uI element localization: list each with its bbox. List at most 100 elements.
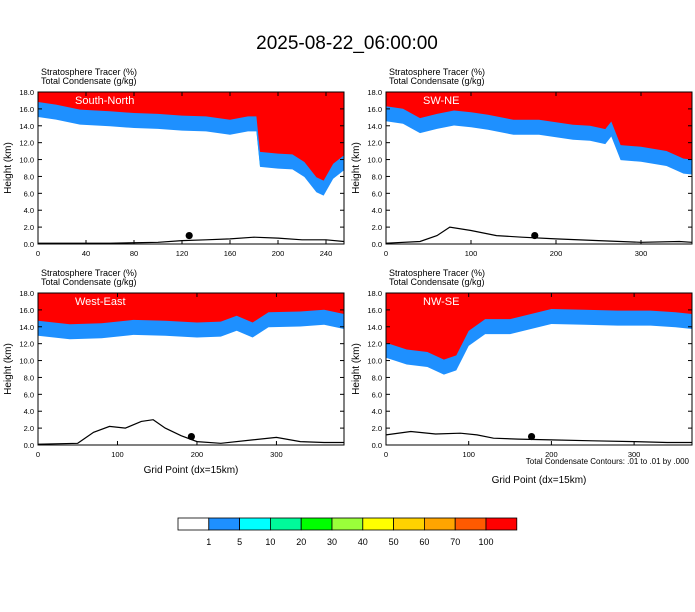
y-tick-label: 2.0 (24, 424, 34, 433)
colorbar-swatch-6 (331, 517, 364, 531)
panel-header-tracer: Stratosphere Tracer (%) (41, 268, 137, 278)
y-tick-label: 16.0 (19, 306, 34, 315)
y-tick-label: 12.0 (367, 139, 382, 148)
colorbar-swatch-4 (269, 517, 302, 531)
panel-3: Stratosphere Tracer (%)Total Condensate … (3, 268, 345, 476)
panel-4: Stratosphere Tracer (%)Total Condensate … (351, 268, 693, 486)
footnote: Total Condensate Contours: .01 to .01 by… (526, 457, 690, 466)
x-tick-label: 40 (82, 249, 90, 258)
colorbar-swatch-8 (393, 517, 425, 531)
x-tick-label: 0 (36, 249, 40, 258)
y-tick-label: 4.0 (372, 407, 382, 416)
panel-label: SW-NE (423, 95, 459, 107)
y-tick-label: 6.0 (372, 390, 382, 399)
colorbar-swatch-11 (485, 517, 518, 531)
panel-header-tracer: Stratosphere Tracer (%) (389, 268, 485, 278)
tracer-core (386, 293, 692, 360)
plot-area (38, 92, 344, 244)
colorbar-swatch-7 (362, 517, 394, 531)
tracer-core (38, 92, 344, 181)
x-tick-label: 200 (191, 450, 204, 459)
colorbar-label: 30 (327, 537, 337, 547)
panel-label: South-North (75, 95, 134, 107)
y-tick-label: 12.0 (19, 139, 34, 148)
y-axis-label: Height (km) (351, 142, 362, 194)
plot-border (385, 292, 693, 446)
plot-border (37, 91, 345, 245)
y-tick-label: 0.0 (372, 441, 382, 450)
x-tick-label: 0 (384, 249, 388, 258)
x-tick-label: 0 (36, 450, 40, 459)
y-tick-label: 10.0 (19, 156, 34, 165)
x-tick-label: 80 (130, 249, 138, 258)
colorbar: 1 5 10 20 30 40 50 60 70 100 (177, 517, 518, 547)
panel-header-condensate: Total Condensate (g/kg) (389, 76, 485, 86)
y-tick-label: 12.0 (367, 340, 382, 349)
colorbar-swatch-2 (208, 517, 241, 531)
panel-header-tracer: Stratosphere Tracer (%) (41, 67, 137, 77)
location-marker (187, 432, 195, 441)
panel-label: West-East (75, 296, 126, 308)
colorbar-label: 100 (478, 537, 493, 547)
location-marker (527, 432, 536, 441)
y-tick-label: 16.0 (367, 105, 382, 114)
x-tick-label: 200 (550, 249, 563, 258)
colorbar-label: 10 (265, 537, 275, 547)
x-tick-label: 100 (465, 249, 478, 258)
colorbar-label: 50 (389, 537, 399, 547)
x-tick-label: 100 (462, 450, 475, 459)
y-tick-label: 6.0 (24, 189, 34, 198)
y-tick-label: 10.0 (19, 357, 34, 366)
y-tick-label: 18.0 (367, 289, 382, 298)
colorbar-label: 5 (237, 537, 242, 547)
y-tick-label: 16.0 (19, 105, 34, 114)
x-axis-label: Grid Point (dx=15km) (144, 465, 239, 476)
x-tick-label: 0 (384, 450, 388, 459)
panel-label: NW-SE (423, 296, 459, 308)
x-tick-label: 300 (635, 249, 648, 258)
x-tick-label: 100 (111, 450, 124, 459)
figure-title: 2025-08-22_06:00:00 (256, 33, 438, 54)
y-axis-label: Height (km) (3, 142, 14, 194)
y-tick-label: 4.0 (372, 206, 382, 215)
tracer-core (38, 293, 344, 325)
panel-header-tracer: Stratosphere Tracer (%) (389, 67, 485, 77)
y-tick-label: 14.0 (367, 122, 382, 131)
y-tick-label: 0.0 (24, 240, 34, 249)
plot-area (386, 293, 692, 445)
y-tick-label: 8.0 (372, 172, 382, 181)
y-tick-label: 0.0 (24, 441, 34, 450)
y-tick-label: 4.0 (24, 407, 34, 416)
y-tick-label: 14.0 (19, 122, 34, 131)
colorbar-label: 60 (419, 537, 429, 547)
y-tick-label: 18.0 (19, 88, 34, 97)
location-marker (185, 231, 193, 240)
tracer-core (386, 92, 692, 160)
location-marker (531, 231, 539, 240)
y-tick-label: 2.0 (372, 223, 382, 232)
y-tick-label: 4.0 (24, 206, 34, 215)
panel-1: Stratosphere Tracer (%)Total Condensate … (3, 67, 345, 258)
colorbar-label: 20 (296, 537, 306, 547)
panel-header-condensate: Total Condensate (g/kg) (41, 277, 137, 287)
colorbar-swatch-3 (239, 517, 271, 531)
x-tick-label: 200 (545, 450, 558, 459)
x-tick-label: 300 (628, 450, 641, 459)
y-tick-label: 6.0 (372, 189, 382, 198)
y-tick-label: 8.0 (24, 172, 34, 181)
plot-area (386, 92, 692, 244)
colorbar-label: 40 (358, 537, 368, 547)
panel-header-condensate: Total Condensate (g/kg) (41, 76, 137, 86)
y-tick-label: 18.0 (19, 289, 34, 298)
x-tick-label: 240 (320, 249, 333, 258)
x-axis-label: Grid Point (dx=15km) (492, 475, 587, 486)
x-tick-label: 160 (224, 249, 237, 258)
x-tick-label: 300 (270, 450, 283, 459)
panel-header-condensate: Total Condensate (g/kg) (389, 277, 485, 287)
y-tick-label: 2.0 (24, 223, 34, 232)
y-tick-label: 16.0 (367, 306, 382, 315)
y-axis-label: Height (km) (351, 343, 362, 395)
terrain-line (38, 419, 344, 445)
y-tick-label: 18.0 (367, 88, 382, 97)
